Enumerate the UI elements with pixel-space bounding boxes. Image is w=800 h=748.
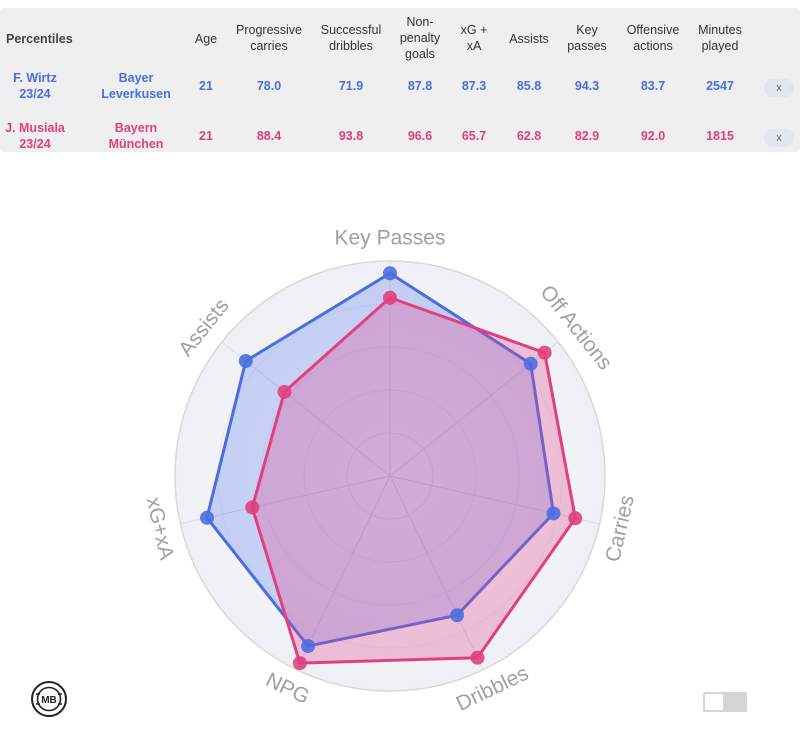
table-title: Percentiles [6,32,73,46]
series-2-area [250,296,577,665]
comparison-table: Percentiles Age Progressive carries Succe… [0,8,800,152]
cell-offensive-actions: 83.7 [640,79,666,93]
header-progressive-carries: Progressive carries [236,23,302,53]
radar-spoke [389,475,600,525]
theme-toggle[interactable] [703,692,747,712]
cell-assists: 62.8 [516,129,542,143]
cell-progressive-carries: 88.4 [256,129,282,143]
series-2-point [277,384,292,399]
series-1-point [200,510,215,525]
axis-label: xG+xA [142,495,179,562]
header-non-penalty-goals: Non-penalty goals [399,15,441,61]
series-1-point [523,356,538,371]
series-1-area [205,271,555,648]
cell-minutes-played: 2547 [706,79,734,93]
cell-non-penalty-goals: 87.8 [407,79,433,93]
series-2-point [245,500,260,515]
series-2-point [292,656,307,671]
radar-spoke [296,475,391,670]
series-1-point [301,639,316,654]
cell-xg-xa: 87.3 [461,79,487,93]
axis-label: Key Passes [335,227,446,250]
series-1-point [450,608,465,623]
player-name: F. Wirtz 23/24 [13,71,57,101]
series-1-point [238,353,253,368]
remove-player-button[interactable]: x [764,79,794,97]
cell-successful-dribbles: 71.9 [338,79,364,93]
series-2-point [568,511,583,526]
radar-spoke [389,475,484,670]
team-name: Bayern München [108,121,164,151]
header-minutes-played: Minutes played [698,23,742,53]
player-name: J. Musiala 23/24 [5,121,65,151]
series-2-point [383,290,397,305]
remove-player-button[interactable]: x [764,129,794,147]
cell-xg-xa: 65.7 [461,129,487,143]
axis-label: NPG [262,668,313,708]
series-2-point [537,345,552,360]
cell-minutes-played: 1815 [706,129,734,143]
header-successful-dribbles: Successful dribbles [320,23,382,53]
toggle-knob [705,694,723,710]
cell-key-passes: 94.3 [574,79,600,93]
mb-logo: MB [31,681,67,717]
header-age: Age [194,32,218,46]
cell-offensive-actions: 92.0 [640,129,666,143]
header-assists: Assists [509,32,549,46]
header-offensive-actions: Offensive actions [626,23,680,53]
cell-progressive-carries: 78.0 [256,79,282,93]
team-name: Bayer Leverkusen [101,71,171,101]
cell-assists: 85.8 [516,79,542,93]
series-1-point [383,266,397,281]
radar-spoke [180,475,391,525]
series-2-point [470,650,485,665]
header-xg-xa: xG + xA [460,23,488,53]
cell-non-penalty-goals: 96.6 [407,129,433,143]
axis-label: Carries [601,493,638,564]
cell-age: 21 [199,79,213,93]
series-1-point [546,506,561,521]
header-key-passes: Key passes [567,23,607,53]
svg-text:MB: MB [41,695,57,706]
cell-age: 21 [199,129,213,143]
cell-successful-dribbles: 93.8 [338,129,364,143]
cell-key-passes: 82.9 [574,129,600,143]
